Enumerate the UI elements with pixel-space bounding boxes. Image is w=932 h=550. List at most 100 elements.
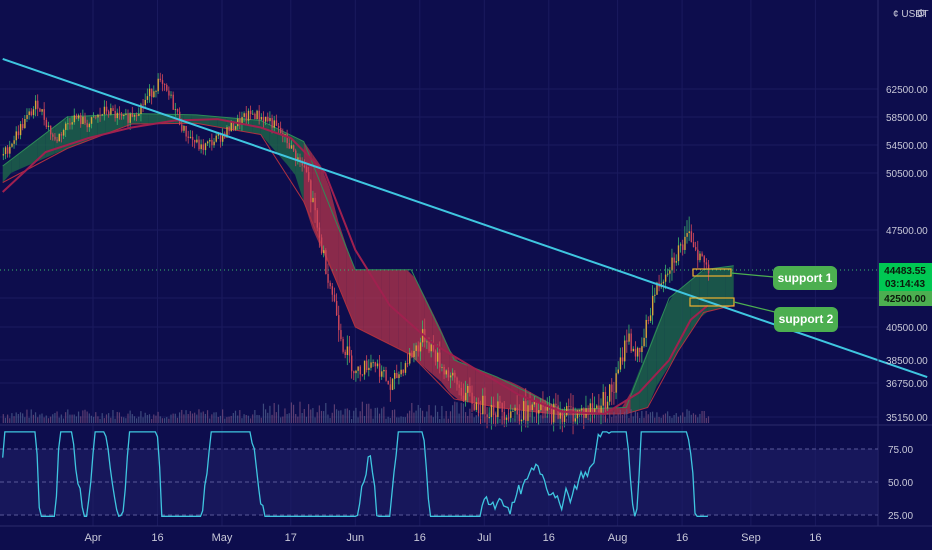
candle[interactable] bbox=[598, 394, 600, 415]
candle[interactable] bbox=[17, 125, 20, 139]
candle[interactable] bbox=[553, 398, 555, 432]
candle[interactable] bbox=[391, 377, 394, 391]
candle[interactable] bbox=[39, 107, 41, 112]
candle[interactable] bbox=[187, 130, 189, 144]
candle[interactable] bbox=[363, 360, 366, 380]
candle[interactable] bbox=[406, 353, 409, 368]
candle[interactable] bbox=[290, 140, 293, 149]
candle[interactable] bbox=[503, 401, 506, 428]
candle[interactable] bbox=[286, 129, 288, 149]
candle[interactable] bbox=[179, 107, 181, 126]
candle[interactable] bbox=[398, 371, 400, 385]
candle[interactable] bbox=[50, 125, 52, 140]
candle[interactable] bbox=[176, 108, 179, 116]
candle[interactable] bbox=[320, 234, 323, 255]
candle[interactable] bbox=[411, 350, 413, 359]
candle[interactable] bbox=[624, 335, 626, 369]
candle[interactable] bbox=[626, 329, 628, 353]
candle[interactable] bbox=[239, 111, 241, 130]
candle[interactable] bbox=[15, 126, 17, 146]
candle[interactable] bbox=[19, 121, 22, 140]
candle[interactable] bbox=[581, 404, 583, 417]
time-axis[interactable]: Apr 16 May 17 Jun 16 Jul 16 Aug 16 Sep 16 bbox=[84, 532, 821, 544]
candle[interactable] bbox=[114, 104, 116, 122]
candle[interactable] bbox=[335, 293, 338, 317]
candle[interactable] bbox=[641, 337, 643, 363]
candle[interactable] bbox=[148, 84, 151, 103]
candle[interactable] bbox=[647, 316, 650, 325]
candle[interactable] bbox=[507, 409, 510, 422]
candle[interactable] bbox=[445, 369, 447, 378]
candle[interactable] bbox=[310, 179, 312, 213]
candle[interactable] bbox=[467, 383, 469, 403]
candle[interactable] bbox=[546, 397, 549, 418]
candle[interactable] bbox=[602, 384, 604, 414]
candle[interactable] bbox=[22, 117, 24, 131]
candle[interactable] bbox=[112, 105, 114, 112]
candle[interactable] bbox=[469, 377, 471, 397]
candle[interactable] bbox=[355, 369, 357, 382]
candle[interactable] bbox=[664, 264, 667, 290]
candle[interactable] bbox=[209, 138, 211, 148]
candle[interactable] bbox=[52, 132, 54, 141]
candle[interactable] bbox=[166, 83, 168, 92]
candle[interactable] bbox=[677, 237, 680, 266]
candle[interactable] bbox=[127, 109, 129, 129]
candle[interactable] bbox=[613, 381, 615, 405]
candle[interactable] bbox=[387, 380, 389, 385]
candle[interactable] bbox=[34, 95, 37, 117]
candle[interactable] bbox=[271, 114, 273, 134]
candle[interactable] bbox=[292, 144, 295, 152]
candle[interactable] bbox=[37, 94, 39, 117]
candle[interactable] bbox=[374, 361, 377, 373]
candle[interactable] bbox=[615, 366, 617, 400]
candle[interactable] bbox=[619, 347, 622, 373]
candle[interactable] bbox=[555, 393, 557, 408]
candle[interactable] bbox=[131, 106, 134, 118]
candle[interactable] bbox=[366, 355, 368, 373]
candle[interactable] bbox=[415, 342, 417, 361]
candle[interactable] bbox=[327, 263, 329, 289]
candle[interactable] bbox=[316, 208, 318, 232]
candle[interactable] bbox=[189, 130, 192, 139]
candle[interactable] bbox=[632, 346, 635, 352]
candle[interactable] bbox=[99, 107, 101, 122]
candle[interactable] bbox=[142, 98, 144, 112]
candle[interactable] bbox=[516, 395, 518, 415]
candle[interactable] bbox=[308, 166, 310, 183]
candle[interactable] bbox=[566, 402, 568, 418]
candle[interactable] bbox=[338, 305, 340, 342]
candle[interactable] bbox=[222, 128, 224, 146]
candle[interactable] bbox=[47, 121, 50, 131]
candle[interactable] bbox=[667, 268, 669, 277]
candle[interactable] bbox=[381, 365, 383, 380]
candle[interactable] bbox=[514, 404, 516, 422]
candle[interactable] bbox=[475, 397, 478, 413]
candle[interactable] bbox=[305, 165, 308, 173]
candle[interactable] bbox=[120, 112, 123, 120]
candle[interactable] bbox=[634, 341, 637, 361]
candle[interactable] bbox=[174, 102, 177, 117]
candle[interactable] bbox=[331, 283, 334, 302]
candle[interactable] bbox=[43, 102, 45, 126]
candle[interactable] bbox=[490, 396, 493, 430]
candle[interactable] bbox=[45, 117, 48, 130]
candle[interactable] bbox=[701, 251, 703, 257]
candle[interactable] bbox=[303, 159, 306, 169]
candle[interactable] bbox=[105, 100, 108, 115]
candle[interactable] bbox=[161, 74, 164, 92]
candle[interactable] bbox=[454, 370, 456, 383]
candle[interactable] bbox=[80, 112, 82, 128]
candle[interactable] bbox=[654, 287, 656, 303]
candle[interactable] bbox=[342, 336, 344, 354]
candle[interactable] bbox=[473, 396, 475, 412]
candle[interactable] bbox=[443, 364, 445, 380]
candle[interactable] bbox=[133, 113, 136, 121]
candle[interactable] bbox=[621, 347, 624, 365]
candle[interactable] bbox=[62, 128, 65, 139]
candle[interactable] bbox=[639, 347, 641, 363]
candle[interactable] bbox=[404, 360, 407, 376]
candlesticks[interactable] bbox=[2, 72, 710, 435]
candle[interactable] bbox=[151, 88, 153, 105]
